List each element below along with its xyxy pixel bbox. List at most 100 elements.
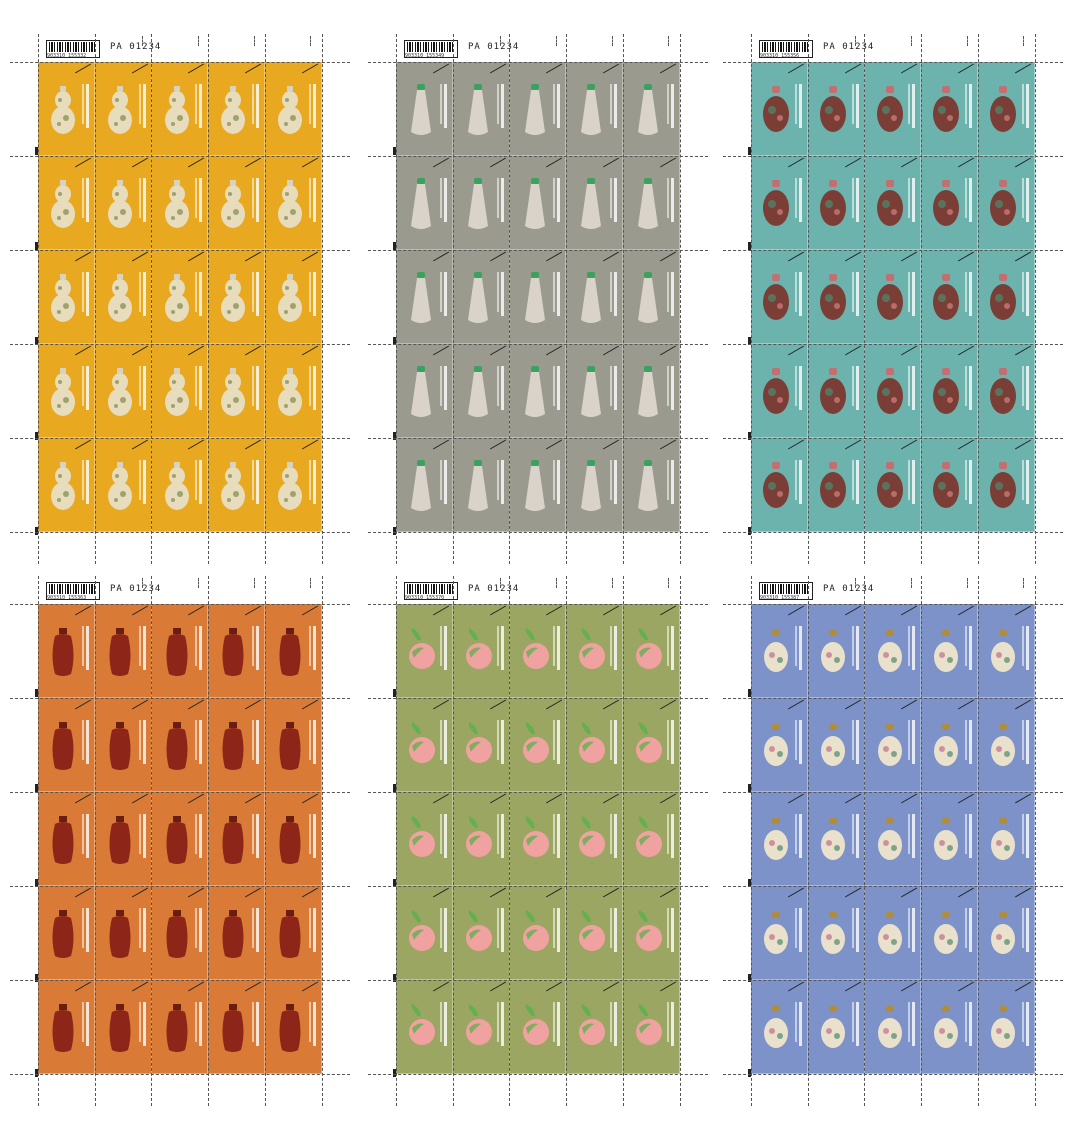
stamp-value-mark [546,63,563,74]
sheet-serial: PA 01234 [110,584,162,594]
stamp-vertical-text [912,272,916,316]
stamp [208,250,266,344]
stamp [807,344,865,438]
stamp-vertical-text-2 [252,814,255,854]
stamp [208,344,266,438]
stamp [208,156,266,250]
cut-line-horizontal [723,980,1063,981]
stamp-vertical-text [256,1002,260,1046]
cut-line-horizontal [368,532,708,533]
side-registration-mark [748,879,751,887]
stamp-vertical-text-2 [794,908,797,948]
stamp-vertical-text [85,1002,89,1046]
stamp-value-mark [301,63,319,74]
stamp-vertical-text-2 [195,272,198,312]
snuff-bottle-image [638,460,659,511]
snuff-bottle-image [164,86,189,134]
stamp-vertical-text [557,908,561,952]
stamp-vertical-text-2 [81,626,84,666]
stamp [807,62,865,156]
snuff-bottle-image [279,816,301,864]
stamp-vertical-text-2 [851,366,854,406]
stamp-value-mark [787,887,804,898]
stamp-value-mark [74,157,91,168]
stamp [509,156,567,250]
sheet-serial: PA 01234 [468,42,520,52]
stamp-vertical-text-2 [666,626,669,666]
snuff-bottle-image [52,628,74,676]
stamp-vertical-text [614,1002,618,1046]
stamp-vertical-text-2 [610,84,613,124]
side-registration-mark [35,147,38,155]
stamp [452,156,510,250]
stamp-sheet: 4 903310 155363 PA 01234 [35,578,378,1124]
snuff-bottle-image [109,628,131,676]
stamp-vertical-text [500,178,504,222]
stamp-vertical-text [912,720,916,764]
stamp-vertical-text [142,460,146,504]
stamp-vertical-text [1025,908,1029,952]
stamp-vertical-text-2 [666,272,669,312]
stamp-vertical-text-2 [252,720,255,760]
stamp-value-mark [188,887,205,898]
stamp-vertical-text [798,1002,802,1046]
perforation-guide [612,36,613,46]
stamp-value-mark [489,605,506,616]
stamp [978,62,1035,156]
snuff-bottle-image [876,86,903,132]
cut-line-horizontal [368,344,708,345]
snuff-bottle-image [166,628,188,676]
stamp-vertical-text [142,366,146,410]
cut-line-horizontal [10,250,350,251]
stamp [452,792,510,886]
stamp-vertical-text-2 [138,460,141,500]
stamp-vertical-text [312,178,316,222]
stamp-vertical-text-2 [666,1002,669,1042]
stamp-vertical-text-2 [439,626,442,666]
stamp [623,886,680,980]
stamp-value-mark [131,981,148,992]
snuff-bottle-image [933,86,960,132]
stamp-vertical-text-2 [553,908,556,948]
stamp [509,980,567,1074]
stamp-value-mark [432,699,449,710]
stamp-vertical-text-2 [81,84,84,124]
stamp-vertical-text-2 [308,720,311,760]
perforation-guide [911,578,912,588]
snuff-bottle-image [279,722,301,770]
stamp-value-mark [603,63,620,74]
stamp [623,62,680,156]
stamp-vertical-text [500,908,504,952]
snuff-bottle-image [222,816,244,864]
stamp-vertical-text [855,720,859,764]
barcode-number: 4 903310 155332 [47,53,87,58]
stamp-value-mark [603,251,620,262]
cut-line-horizontal [723,886,1063,887]
stamp-vertical-text [85,814,89,858]
stamp-vertical-text-2 [553,84,556,124]
cut-line-horizontal [368,62,708,63]
snuff-bottle-image [876,462,903,508]
stamp-vertical-text-2 [553,1002,556,1042]
snuff-bottle-image [51,180,75,228]
snuff-bottle-image [278,274,303,322]
stamp-vertical-text [312,460,316,504]
stamp-value-mark [74,605,91,616]
snuff-bottle-image [278,86,303,134]
stamp [566,156,624,250]
stamp-vertical-text-2 [252,460,255,500]
stamp-value-mark [245,887,262,898]
snuff-bottle-image [579,722,606,763]
stamp [623,980,680,1074]
stamp [864,438,922,532]
stamp-vertical-text-2 [1021,460,1024,500]
stamp-value-mark [546,793,563,804]
stamp [38,344,95,438]
stamp [807,250,865,344]
stamp-value-mark [958,251,975,262]
stamp [265,438,322,532]
stamp [94,156,152,250]
sheet-serial: PA 01234 [823,42,875,52]
stamp [151,344,209,438]
snuff-bottle-image [467,366,488,417]
